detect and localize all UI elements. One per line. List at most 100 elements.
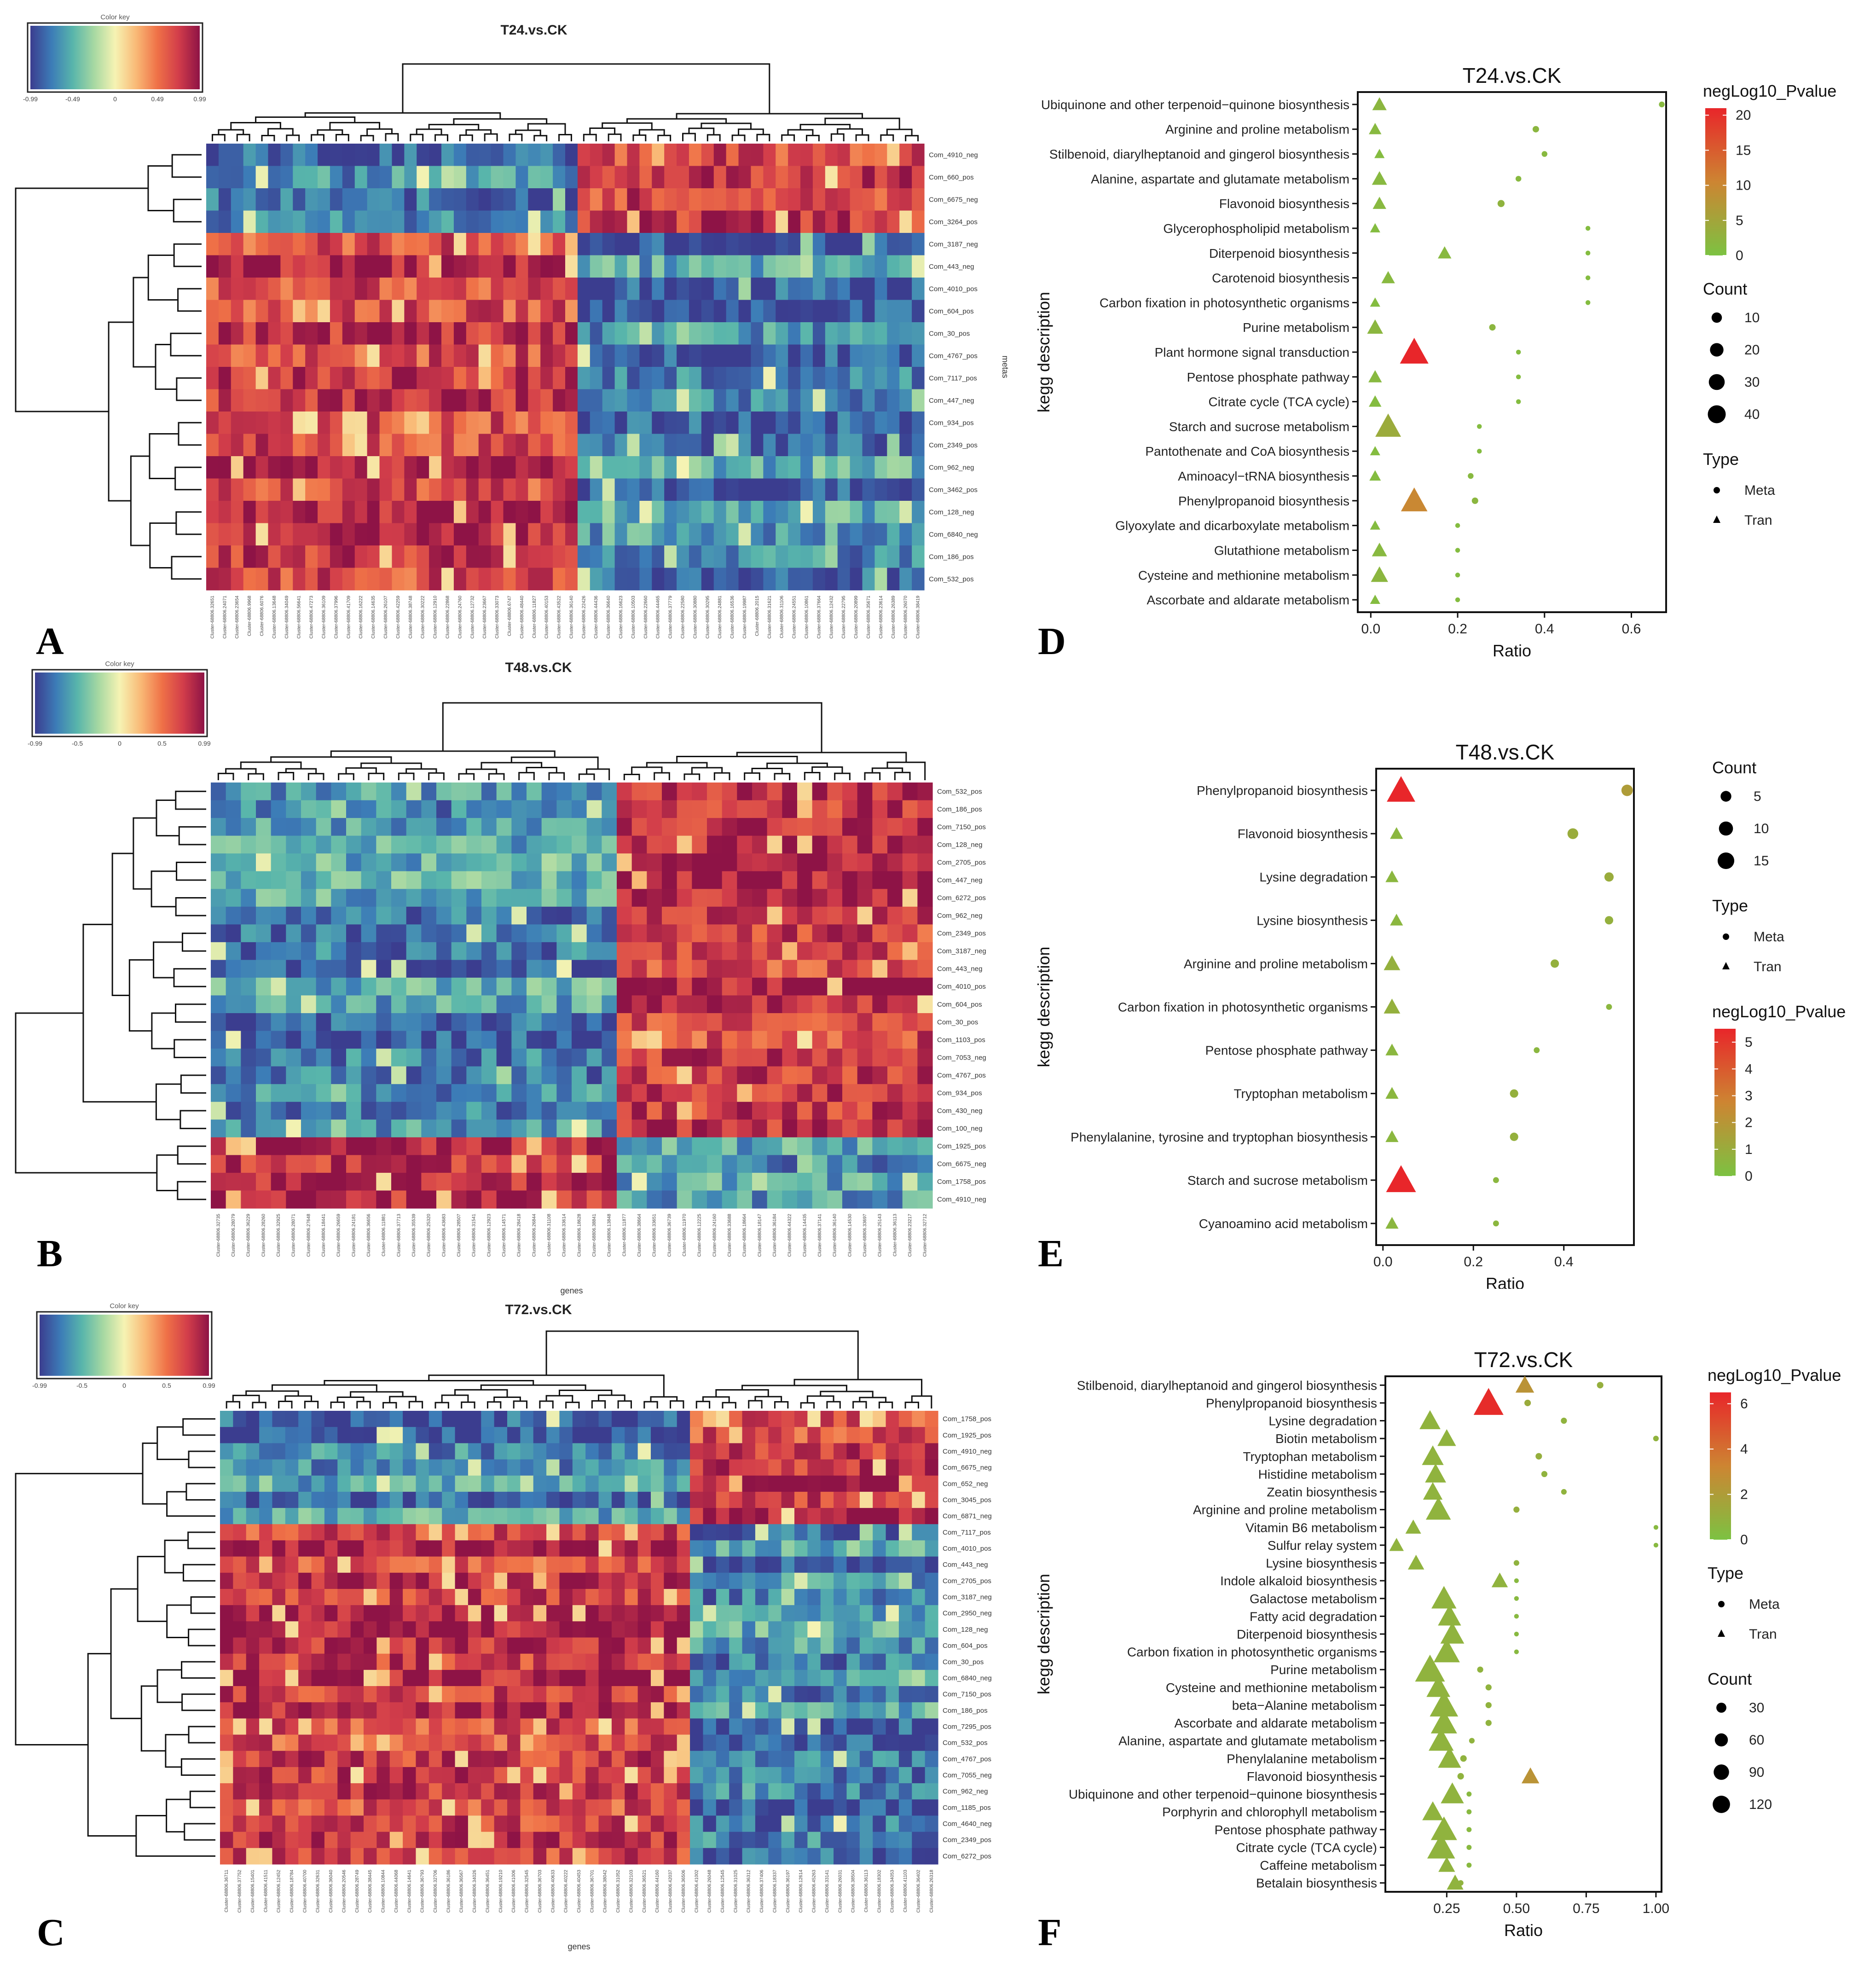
heatmap-cell	[800, 233, 813, 256]
dendrogram-branch	[166, 1798, 191, 1833]
heatmap-cell	[874, 322, 887, 345]
heatmap-cell	[421, 977, 437, 996]
heatmap-cell	[602, 412, 615, 435]
heatmap-cell	[376, 1443, 390, 1460]
heatmap-cell	[494, 1751, 508, 1768]
heatmap-cell	[572, 1508, 586, 1524]
heatmap-cell	[324, 1718, 338, 1735]
heatmap-cell	[834, 1427, 847, 1443]
heatmap-cell	[331, 906, 347, 925]
heatmap-cell	[689, 233, 702, 256]
heatmap-cell	[794, 1524, 808, 1541]
heatmap-cell	[598, 1508, 612, 1524]
heatmap-cell	[546, 1524, 560, 1541]
heatmap-cell	[533, 1653, 547, 1670]
heatmap-cell	[572, 1556, 586, 1573]
heatmap-cell	[586, 924, 602, 943]
heatmap-cell	[768, 1783, 782, 1800]
heatmap-cell	[577, 233, 591, 256]
heatmap-cell	[776, 278, 788, 301]
heatmap-cell	[481, 800, 497, 818]
heatmap-cell	[246, 1411, 260, 1427]
heatmap-cell	[350, 1832, 364, 1849]
heatmap-cell	[768, 1540, 782, 1557]
heatmap-row-label: Com_7053_neg	[937, 1054, 986, 1061]
heatmap-cell	[268, 344, 281, 367]
heatmap-cell	[614, 367, 628, 390]
y-tick-label: Stilbenoid, diarylheptanoid and gingerol…	[1049, 147, 1349, 162]
heatmap-cell	[701, 188, 714, 211]
heatmap-cell	[737, 818, 753, 836]
heatmap-cell	[625, 1411, 638, 1427]
x-tick-label: 0.75	[1573, 1901, 1599, 1916]
dendrogram-branch	[137, 1556, 167, 1622]
heatmap-cell	[611, 1815, 625, 1832]
heatmap-cell	[776, 523, 788, 546]
heatmap-cell	[886, 1653, 899, 1670]
heatmap-cell	[311, 1508, 325, 1524]
heatmap-cell	[271, 818, 286, 836]
heatmap-cell	[243, 389, 256, 412]
heatmap-column-label: Cluster-68806.22868	[445, 596, 450, 639]
heatmap-cell	[540, 322, 553, 345]
heatmap-cell	[899, 344, 912, 367]
heatmap-cell	[259, 1540, 273, 1557]
heatmap-column-label: Cluster-68806.30295	[705, 596, 710, 639]
heatmap-cell	[701, 233, 714, 256]
heatmap-cell	[272, 1783, 286, 1800]
heatmap-cell	[742, 1767, 756, 1784]
meta-point	[1513, 1560, 1519, 1566]
heatmap-cell	[768, 1443, 782, 1460]
heatmap-cell	[255, 210, 269, 233]
heatmap-cell	[602, 1155, 617, 1173]
heatmap-cell	[565, 188, 578, 211]
heatmap-cell	[689, 367, 702, 390]
heatmap-cell	[468, 1702, 481, 1719]
y-tick-label: Porphyrin and chlorophyll metabolism	[1162, 1805, 1377, 1819]
heatmap-cell	[301, 1049, 317, 1067]
heatmap-cell	[707, 924, 723, 943]
dendrogram-branch	[156, 1154, 178, 1191]
meta-point	[1455, 548, 1460, 553]
heatmap-cell	[441, 545, 454, 568]
heatmap-cell	[541, 1084, 557, 1102]
heatmap-cell	[763, 434, 776, 457]
heatmap-cell	[268, 434, 281, 457]
heatmap-cell	[285, 1540, 299, 1557]
heatmap-cell	[690, 1508, 704, 1524]
heatmap-cell	[271, 977, 286, 996]
heatmap-cell	[540, 278, 553, 301]
heatmap-cell	[692, 924, 707, 943]
heatmap-cell	[577, 278, 591, 301]
heatmap-cell	[342, 144, 355, 167]
heatmap-cell	[729, 1508, 743, 1524]
heatmap-cell	[742, 1832, 756, 1849]
heatmap-cell	[862, 166, 875, 189]
heatmap-cell	[404, 456, 417, 479]
heatmap-cell	[585, 1508, 599, 1524]
heatmap-cell	[421, 1084, 437, 1102]
heatmap-cell	[272, 1669, 286, 1687]
meta-point	[1457, 1773, 1464, 1780]
heatmap-cell	[429, 144, 442, 167]
heatmap-cell	[585, 1751, 599, 1768]
heatmap-cell	[742, 1702, 756, 1719]
heatmap-column-label: Cluster-68806.32651	[210, 596, 215, 639]
heatmap-cell	[742, 1734, 756, 1751]
heatmap-cell	[442, 1411, 456, 1427]
heatmap-cell	[850, 478, 863, 501]
heatmap-cell	[220, 1491, 233, 1508]
heatmap-cell	[585, 1605, 599, 1622]
heatmap-cell	[572, 1427, 586, 1443]
heatmap-cell	[925, 1702, 938, 1719]
heatmap-cell	[812, 367, 826, 390]
heatmap-cell	[259, 1443, 273, 1460]
heatmap-cell	[776, 478, 788, 501]
heatmap-column-label: Cluster-68806.12432	[829, 596, 834, 639]
heatmap-cell	[692, 1031, 707, 1049]
heatmap-column-label: Cluster-68806.26318	[929, 1870, 934, 1913]
heatmap-cell	[416, 1734, 429, 1751]
heatmap-cell	[256, 835, 272, 854]
heatmap-cell	[602, 942, 617, 961]
heatmap-cell	[441, 389, 454, 412]
